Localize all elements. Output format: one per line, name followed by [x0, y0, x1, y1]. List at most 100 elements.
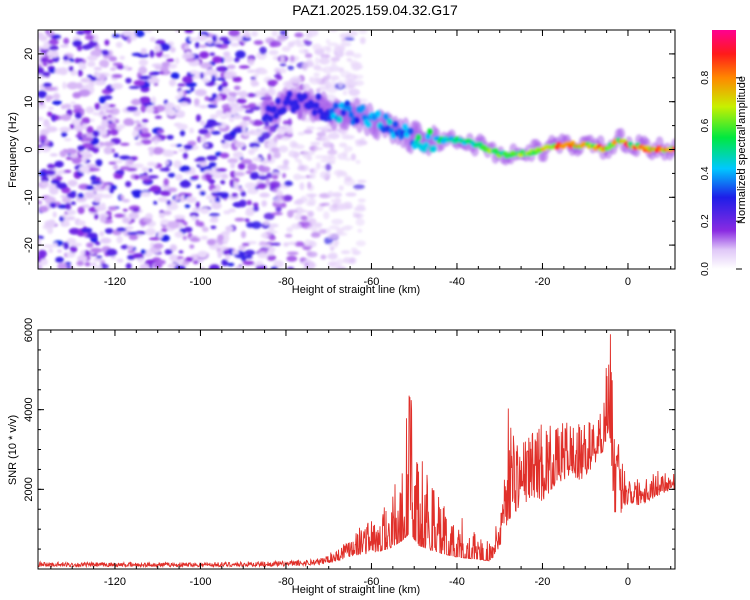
spectrogram-cell: [50, 179, 61, 185]
spectrogram-cell: [245, 210, 255, 217]
spectrogram-cell: [246, 93, 257, 98]
spectrogram-cell: [305, 31, 313, 40]
spectrogram-cell: [190, 87, 195, 92]
spectrogram-cell: [293, 173, 302, 181]
spectrogram-cell: [298, 48, 309, 54]
spectrogram-cell: [318, 126, 331, 130]
spectrogram-cell: [94, 102, 101, 110]
spectrogram-cell: [58, 67, 68, 76]
ridge-core: [415, 134, 422, 141]
spectrogram-cell: [144, 30, 153, 33]
spectrogram-cell: [125, 263, 132, 269]
ridge-core: [280, 106, 287, 114]
spectrogram-cell: [173, 160, 182, 169]
spectrogram-cell: [128, 212, 140, 220]
spectrogram-cell: [66, 216, 76, 221]
spectrogram-cell: [132, 109, 141, 117]
spectrogram-cell: [307, 210, 314, 218]
spectrogram-cell: [238, 199, 247, 208]
spectrogram-cell: [116, 65, 125, 70]
spectrogram-cell: [110, 67, 117, 71]
spectrogram-cell: [294, 32, 304, 38]
spectrogram-cell: [223, 71, 234, 80]
spectrogram-cell: [139, 96, 151, 104]
spectrogram-cell: [49, 202, 57, 209]
spectrogram-cell: [178, 250, 184, 254]
y-tick-label: 20: [23, 48, 35, 60]
spectrogram-cell: [333, 44, 342, 52]
spectrogram-cell: [273, 135, 278, 143]
spectrogram-cell: [257, 182, 267, 190]
spectrogram-cell: [166, 134, 174, 140]
spectrogram-cell: [293, 151, 299, 160]
spectrogram-cell: [85, 106, 95, 114]
spectrogram-cell: [201, 226, 209, 232]
spectrogram-cell: [134, 120, 141, 124]
spectrogram-cell: [107, 120, 113, 124]
ridge-core: [332, 102, 339, 110]
spectrogram-cell: [162, 149, 175, 157]
spectrogram-cell: [194, 41, 200, 49]
spectrogram-cell: [228, 208, 236, 213]
spectrogram-ylabel: Frequency (Hz): [7, 112, 19, 188]
spectrogram-cell: [122, 217, 131, 224]
spectrogram-cell: [276, 35, 287, 42]
spectrogram-cell: [66, 237, 77, 245]
spectrogram-cell: [189, 212, 199, 218]
spectrogram-cell: [198, 44, 208, 48]
spectrogram-cell: [303, 260, 313, 264]
spectrogram-cell: [216, 77, 225, 81]
spectrogram-cell: [281, 46, 291, 52]
ridge-core: [346, 105, 353, 113]
spectrogram-cell: [330, 198, 342, 204]
spectrogram-cell: [347, 30, 358, 37]
spectrogram-cell: [90, 262, 97, 267]
spectrogram-cell: [76, 82, 83, 90]
spectrogram-cell: [233, 171, 245, 177]
spectrogram-cell: [110, 128, 119, 136]
spectrogram-cell: [259, 241, 267, 245]
spectrogram-cell: [200, 136, 207, 143]
spectrogram-cell: [151, 71, 161, 75]
spectrogram-cell: [63, 169, 72, 173]
spectrogram-cell: [57, 262, 67, 269]
spectrogram-cell: [333, 240, 340, 246]
spectrogram-cell: [242, 116, 251, 121]
spectrogram-cell: [244, 249, 256, 256]
spectrogram-cell: [306, 251, 318, 258]
spectrogram-cell: [145, 105, 154, 114]
noise-blobs: [38, 30, 368, 269]
spectrogram-cell: [296, 43, 306, 48]
spectrogram-cell: [287, 65, 295, 71]
spectrogram-cell: [189, 127, 194, 134]
spectrogram-cell: [342, 135, 354, 139]
spectrogram-cell: [268, 181, 281, 189]
spectrogram-cell: [166, 58, 175, 63]
spectrogram-cell: [248, 60, 254, 66]
spectrogram-cell: [166, 199, 172, 206]
spectrogram-cell: [217, 84, 223, 92]
spectrogram-cell: [235, 50, 246, 59]
spectrogram-cell: [140, 48, 147, 55]
spectrogram-cell: [167, 172, 176, 178]
spectrogram-cell: [185, 256, 194, 262]
spectrogram-cell: [346, 58, 353, 62]
spectrogram-cell: [244, 182, 256, 190]
spectrogram-cell: [345, 73, 358, 82]
spectrogram-cell: [234, 106, 245, 112]
spectrogram-cell: [87, 61, 96, 67]
spectrogram-cell: [61, 131, 68, 138]
spectrogram-cell: [116, 227, 127, 232]
y-tick-label: 2000: [23, 477, 35, 501]
snr-xlabel: Height of straight line (km): [292, 584, 420, 596]
spectrogram-cell: [62, 213, 67, 219]
y-tick-label: -10: [23, 189, 35, 205]
spectrogram-cell: [208, 213, 220, 217]
spectrogram-cell: [246, 222, 255, 228]
spectrogram-cell: [74, 112, 82, 120]
spectrogram-cell: [45, 169, 56, 176]
spectrogram-cell: [318, 229, 327, 234]
spectrogram-cell: [151, 63, 164, 68]
ridge-core: [427, 128, 433, 136]
snr-panel: -120 -100 -80 -60 -40 -20 0 2000 4000 6000 Height…: [7, 318, 676, 596]
